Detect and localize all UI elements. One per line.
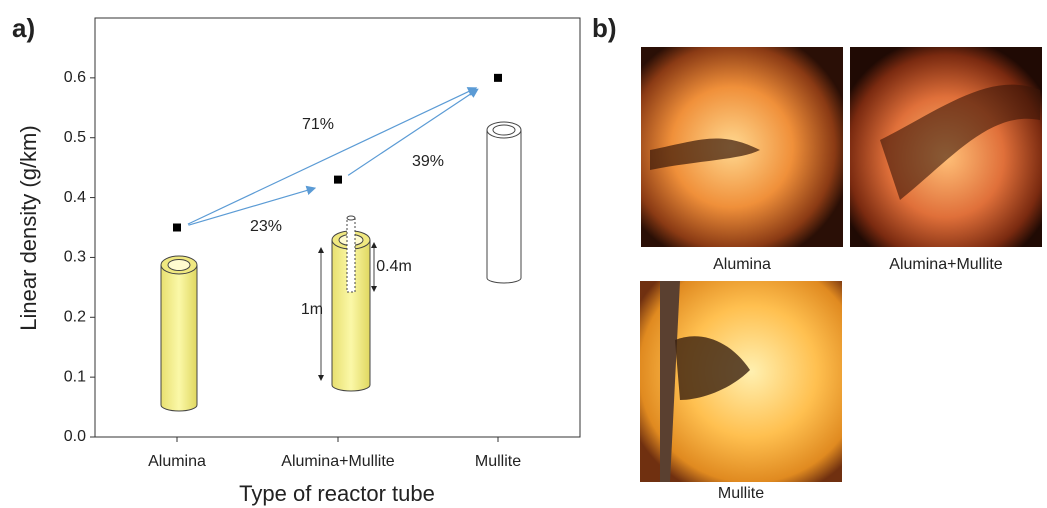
annotation: 1m <box>301 301 323 318</box>
point <box>334 175 342 184</box>
y-tick-label: 0.2 <box>64 309 86 326</box>
photo-caption: Alumina+Mullite <box>889 256 1002 273</box>
panel-label: b) <box>592 13 617 43</box>
y-tick-label: 0.3 <box>64 249 86 266</box>
arrow <box>187 87 478 225</box>
arrow <box>188 185 317 226</box>
x-tick-label: Alumina+Mullite <box>281 453 394 470</box>
photo-detail <box>675 336 750 400</box>
photo-detail <box>880 84 1040 200</box>
tube-mullite <box>486 121 522 284</box>
annotation: 71% <box>302 116 334 133</box>
x-tick-label: Alumina <box>148 453 206 470</box>
y-tick-label: 0.5 <box>64 129 86 146</box>
arrow <box>347 88 479 176</box>
y-tick-label: 0.4 <box>64 189 86 206</box>
photo-caption: Mullite <box>718 485 764 502</box>
y-tick-label: 0.1 <box>64 368 86 385</box>
y-tick-label: 0.0 <box>64 428 86 445</box>
point <box>173 223 181 232</box>
y-axis-label: Linear density (g/km) <box>16 125 41 330</box>
annotation: 0.4m <box>376 258 412 275</box>
photo-detail <box>650 138 760 170</box>
tube-alumina <box>160 255 198 412</box>
tube-alumina-mullite <box>318 215 377 392</box>
x-axis-label: Type of reactor tube <box>239 481 435 506</box>
point <box>494 73 502 82</box>
panel-label: a) <box>12 13 35 43</box>
annotation: 23% <box>250 218 282 235</box>
photo-caption: Alumina <box>713 256 771 273</box>
y-tick-label: 0.6 <box>64 69 86 86</box>
annotation: 39% <box>412 153 444 170</box>
photo-detail <box>660 281 680 482</box>
x-tick-label: Mullite <box>475 453 521 470</box>
